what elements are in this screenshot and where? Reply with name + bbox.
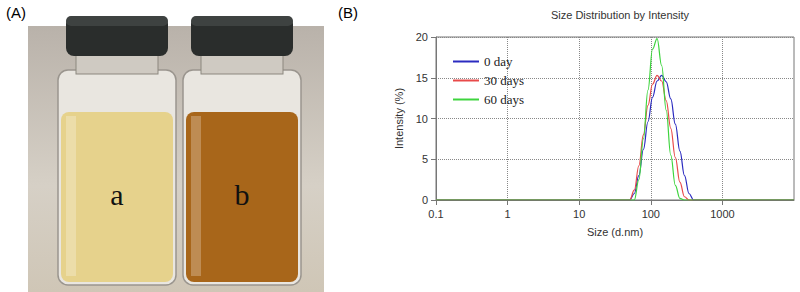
svg-text:0 day: 0 day [484,54,513,69]
html-text:(A): (A) [6,4,26,21]
svg-text:0.1: 0.1 [428,208,443,220]
svg-text:60 days: 60 days [484,92,524,107]
svg-text:100: 100 [642,208,660,220]
svg-text:15: 15 [416,72,428,84]
svg-text:Size (d.nm): Size (d.nm) [587,226,643,238]
svg-text:1000: 1000 [710,208,734,220]
svg-text:0: 0 [422,194,428,206]
svg-text:1: 1 [505,208,511,220]
svg-text:10: 10 [416,113,428,125]
svg-text:Intensity (%): Intensity (%) [393,88,405,149]
svg-text:10: 10 [573,208,585,220]
html-text:(B): (B) [338,4,358,21]
svg-text:5: 5 [422,153,428,165]
svg-text:b: b [235,178,250,211]
svg-text:30 days: 30 days [484,73,524,88]
svg-text:20: 20 [416,31,428,43]
svg-text:Size Distribution by Intensity: Size Distribution by Intensity [551,9,690,21]
svg-text:a: a [110,178,123,211]
